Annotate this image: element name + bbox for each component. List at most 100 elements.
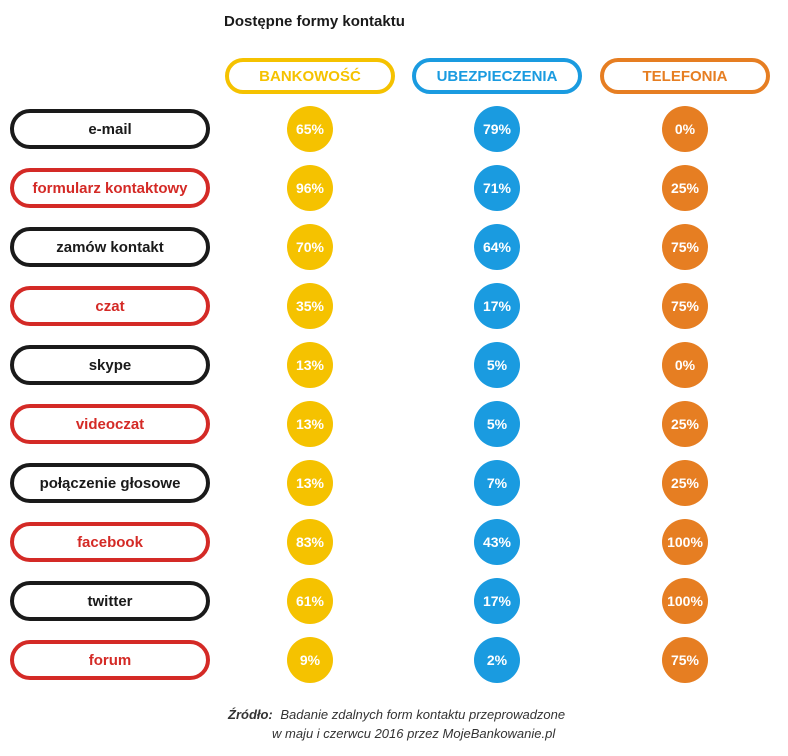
value-label: 5% — [487, 416, 508, 432]
value-circle — [662, 401, 708, 447]
value-circle — [287, 165, 333, 211]
value-label: 100% — [667, 593, 703, 609]
value-circle — [662, 578, 708, 624]
svg-text:Źródło: Badanie zdalnych: Źródło: Badanie zdalnych form kontaktu p… — [227, 707, 565, 722]
value-circle — [287, 460, 333, 506]
column-header-label: BANKOWOŚĆ — [259, 67, 361, 85]
row-label: zamów kontakt — [56, 239, 164, 256]
row-label-pill — [10, 227, 210, 267]
row-label: facebook — [77, 534, 144, 551]
value-circle — [474, 401, 520, 447]
source-line-2: w maju i czerwcu 2016 przez MojeBankowan… — [272, 726, 556, 741]
value-circle — [474, 578, 520, 624]
value-label: 96% — [296, 180, 325, 196]
value-label: 25% — [671, 180, 700, 196]
row-label-pill — [10, 463, 210, 503]
value-circle — [662, 637, 708, 683]
value-label: 64% — [483, 239, 512, 255]
chart-rows: e-mail 65% 79% 0% formularz kontaktowy 96% 71%… — [10, 106, 708, 683]
column-header-pill — [600, 58, 770, 94]
column-header-label: TELEFONIA — [643, 68, 728, 85]
row-label: e-mail — [88, 121, 131, 138]
table-row: twitter 61% 17% 100% — [10, 578, 708, 624]
value-label: 13% — [296, 416, 325, 432]
value-circle — [287, 224, 333, 270]
value-circle — [662, 165, 708, 211]
row-label-pill — [10, 168, 210, 208]
value-circle — [287, 519, 333, 565]
value-label: 17% — [483, 298, 512, 314]
value-circle — [662, 283, 708, 329]
column-header-pill — [412, 58, 582, 94]
value-circle — [474, 460, 520, 506]
table-row: połączenie głosowe 13% 7% 25% — [10, 460, 708, 506]
value-label: 13% — [296, 357, 325, 373]
value-label: 5% — [487, 357, 508, 373]
value-label: 7% — [487, 475, 508, 491]
value-circle — [287, 401, 333, 447]
row-label: forum — [89, 652, 132, 669]
chart-title: Dostępne formy kontaktu — [224, 13, 405, 30]
row-label-pill — [10, 286, 210, 326]
column-header: TELEFONIA — [600, 58, 770, 94]
value-circle — [662, 460, 708, 506]
value-label: 71% — [483, 180, 512, 196]
value-circle — [662, 342, 708, 388]
row-label-pill — [10, 522, 210, 562]
value-circle — [287, 342, 333, 388]
source-note: Źródło: Badanie zdalnych form kontaktu p… — [227, 707, 565, 741]
value-label: 83% — [296, 534, 325, 550]
column-header: BANKOWOŚĆ — [225, 58, 395, 94]
value-label: 61% — [296, 593, 325, 609]
value-label: 35% — [296, 298, 325, 314]
column-header: UBEZPIECZENIA — [412, 58, 582, 94]
table-row: skype 13% 5% 0% — [10, 342, 708, 388]
row-label-pill — [10, 581, 210, 621]
value-circle — [662, 106, 708, 152]
value-label: 9% — [300, 652, 321, 668]
value-label: 2% — [487, 652, 508, 668]
value-label: 79% — [483, 121, 512, 137]
value-circle — [287, 578, 333, 624]
row-label-pill — [10, 109, 210, 149]
value-label: 25% — [671, 475, 700, 491]
row-label: czat — [95, 298, 124, 315]
table-row: videoczat 13% 5% 25% — [10, 401, 708, 447]
value-label: 0% — [675, 121, 696, 137]
row-label-pill — [10, 640, 210, 680]
value-circle — [474, 342, 520, 388]
row-label: połączenie głosowe — [40, 475, 181, 492]
value-label: 17% — [483, 593, 512, 609]
value-label: 13% — [296, 475, 325, 491]
column-headers: BANKOWOŚĆ UBEZPIECZENIA TELEFONIA — [225, 58, 770, 94]
column-header-label: UBEZPIECZENIA — [437, 68, 558, 85]
table-row: czat 35% 17% 75% — [10, 283, 708, 329]
source-line-1: Badanie zdalnych form kontaktu przeprowa… — [280, 707, 565, 722]
value-circle — [474, 165, 520, 211]
table-row: zamów kontakt 70% 64% 75% — [10, 224, 708, 270]
row-label: twitter — [88, 593, 133, 610]
table-row: forum 9% 2% 75% — [10, 637, 708, 683]
value-circle — [474, 283, 520, 329]
value-label: 100% — [667, 534, 703, 550]
row-label-pill — [10, 345, 210, 385]
value-label: 65% — [296, 121, 325, 137]
table-row: facebook 83% 43% 100% — [10, 519, 708, 565]
value-label: 75% — [671, 652, 700, 668]
value-circle — [287, 637, 333, 683]
row-label: videoczat — [76, 416, 144, 433]
row-label: skype — [89, 357, 132, 374]
value-circle — [474, 519, 520, 565]
value-label: 70% — [296, 239, 325, 255]
table-row: e-mail 65% 79% 0% — [10, 106, 708, 152]
value-circle — [474, 637, 520, 683]
row-label-pill — [10, 404, 210, 444]
value-circle — [662, 519, 708, 565]
source-label: Źródło: — [227, 707, 273, 722]
value-label: 75% — [671, 298, 700, 314]
value-label: 0% — [675, 357, 696, 373]
table-row: formularz kontaktowy 96% 71% 25% — [10, 165, 708, 211]
value-circle — [474, 106, 520, 152]
value-circle — [662, 224, 708, 270]
